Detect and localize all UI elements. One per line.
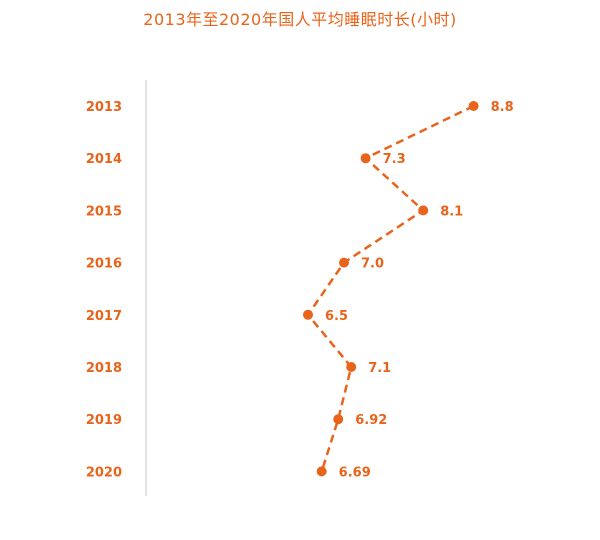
data-point-2017: [303, 309, 313, 320]
data-label-2017: 6.5: [325, 309, 348, 324]
data-point-2020: [316, 466, 327, 477]
year-tick-label-2013: 2013: [86, 100, 122, 115]
series-line: [306, 104, 475, 472]
data-label-2014: 7.3: [383, 152, 406, 167]
data-point-2013: [468, 101, 479, 111]
year-tick-label-2016: 2016: [86, 257, 122, 272]
data-labels: 8.8 7.3 8.1 7.0 6.5 7.1 6.92 6.69: [325, 100, 514, 480]
year-tick-labels: 2013 2014 2015 2016 2017 2018 2019 2020: [86, 100, 122, 480]
data-point-2019: [333, 414, 344, 425]
data-markers: [303, 101, 479, 477]
year-tick-label-2018: 2018: [86, 361, 122, 376]
year-tick-label-2015: 2015: [86, 204, 122, 219]
data-point-2018: [346, 362, 357, 372]
data-label-2018: 7.1: [368, 361, 391, 376]
data-label-2020: 6.69: [339, 465, 371, 480]
year-tick-label-2017: 2017: [86, 309, 122, 324]
year-tick-label-2020: 2020: [86, 465, 122, 480]
chart-title: 2013年至2020年国人平均睡眠时长(小时): [143, 10, 457, 29]
data-label-2016: 7.0: [361, 257, 384, 272]
data-point-2015: [418, 205, 429, 216]
data-label-2019: 6.92: [355, 413, 387, 428]
data-label-2013: 8.8: [491, 100, 514, 115]
data-point-2014: [360, 153, 371, 164]
year-tick-label-2014: 2014: [86, 152, 122, 167]
data-label-2015: 8.1: [440, 204, 463, 219]
data-point-2016: [339, 257, 349, 268]
year-tick-label-2019: 2019: [86, 413, 122, 428]
